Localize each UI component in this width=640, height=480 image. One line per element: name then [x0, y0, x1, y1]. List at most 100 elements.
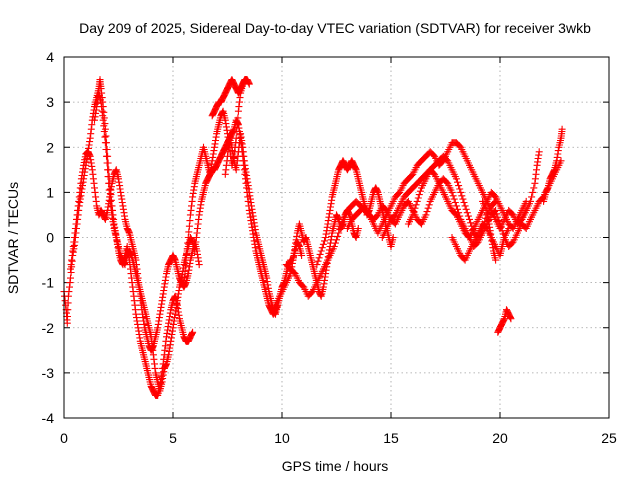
data-point-marker [160, 287, 168, 294]
data-point-marker [324, 217, 332, 225]
data-point-marker [467, 219, 475, 227]
data-point-marker [313, 261, 321, 269]
y-tick-label: -2 [42, 320, 55, 336]
data-point-marker [161, 280, 169, 288]
data-point-marker [242, 168, 250, 176]
data-point-marker [159, 293, 167, 301]
data-point-marker [462, 205, 470, 213]
data-point-marker [236, 94, 244, 102]
data-point-marker [321, 276, 328, 284]
data-point-marker [102, 146, 110, 153]
data-point-marker [87, 156, 95, 164]
data-point-marker [221, 170, 229, 178]
data-point-marker [157, 303, 165, 311]
data-point-marker [452, 175, 460, 183]
data-point-marker [234, 114, 242, 122]
data-point-marker [99, 116, 107, 124]
data-point-marker [534, 155, 542, 162]
data-point-marker [65, 288, 73, 296]
data-point-marker [116, 185, 124, 193]
data-point-marker [172, 307, 180, 315]
data-point-marker [529, 188, 537, 196]
data-point-marker [558, 125, 566, 133]
data-point-marker [207, 167, 215, 175]
data-point-marker [103, 159, 111, 167]
data-point-marker [235, 103, 243, 111]
data-point-marker [422, 211, 430, 219]
data-point-marker [127, 250, 135, 258]
data-point-marker [91, 116, 98, 124]
data-point-marker [229, 150, 237, 158]
data-point-marker [314, 257, 322, 265]
data-point-marker [492, 256, 500, 264]
data-point-marker [415, 191, 423, 199]
data-point-marker [293, 232, 301, 240]
data-point-marker [64, 299, 72, 307]
data-point-marker [233, 121, 241, 129]
data-point-marker [67, 265, 74, 273]
data-point-marker [315, 254, 323, 262]
data-point-marker [248, 205, 256, 213]
data-point-marker [245, 80, 253, 88]
data-point-marker [449, 192, 457, 200]
data-point-marker [232, 166, 240, 174]
y-tick-label: -3 [42, 365, 55, 381]
data-point-marker [335, 229, 343, 237]
x-tick-label: 20 [492, 430, 508, 446]
data-point-marker [105, 179, 113, 187]
data-point-marker [77, 175, 85, 183]
data-point-marker [140, 320, 148, 328]
data-point-marker [454, 178, 461, 186]
data-point-marker [159, 375, 167, 382]
data-point-marker [210, 143, 218, 151]
y-tick-label: 4 [46, 49, 54, 65]
data-point-marker [325, 210, 333, 218]
data-point-marker [505, 225, 513, 232]
data-point-marker [389, 234, 397, 241]
data-point-marker [101, 139, 109, 147]
y-tick-label: -1 [42, 275, 55, 291]
data-point-marker [105, 196, 113, 204]
data-point-marker [100, 128, 108, 135]
data-point-marker [533, 166, 540, 174]
data-point-marker [87, 130, 95, 138]
data-point-marker [109, 218, 117, 226]
data-point-marker [182, 280, 189, 288]
data-point-marker [154, 324, 162, 332]
y-tick-label: 3 [46, 94, 54, 110]
data-series [60, 76, 566, 399]
data-point-marker [183, 250, 191, 258]
data-point-marker [173, 300, 181, 308]
data-point-marker [195, 257, 203, 265]
data-point-marker [486, 223, 494, 231]
data-point-marker [208, 157, 216, 165]
data-point-marker [104, 166, 112, 174]
data-point-marker [322, 230, 330, 238]
data-point-marker [151, 364, 159, 372]
x-axis-label: GPS time / hours [282, 458, 389, 474]
data-point-marker [264, 281, 272, 289]
data-point-marker [189, 193, 197, 201]
data-point-marker [170, 320, 177, 328]
data-point-marker [189, 328, 197, 336]
data-point-marker [165, 319, 173, 327]
data-point-marker [250, 219, 258, 227]
data-point-marker [98, 103, 106, 111]
data-point-marker [246, 192, 254, 200]
y-axis-label: SDTVAR / TECUs [5, 182, 21, 294]
data-point-marker [63, 319, 71, 327]
data-point-marker [331, 239, 339, 247]
plot-frame [63, 56, 610, 419]
data-point-marker [452, 202, 460, 210]
y-tick-label: 1 [46, 184, 54, 200]
x-tick-label: 0 [60, 430, 68, 446]
data-point-marker [489, 244, 497, 252]
data-point-marker [224, 148, 232, 156]
data-point-marker [222, 161, 230, 169]
data-point-marker [129, 288, 137, 296]
data-point-marker [174, 290, 182, 298]
data-point-marker [64, 306, 72, 314]
data-point-marker [149, 346, 157, 354]
data-point-marker [106, 197, 114, 205]
